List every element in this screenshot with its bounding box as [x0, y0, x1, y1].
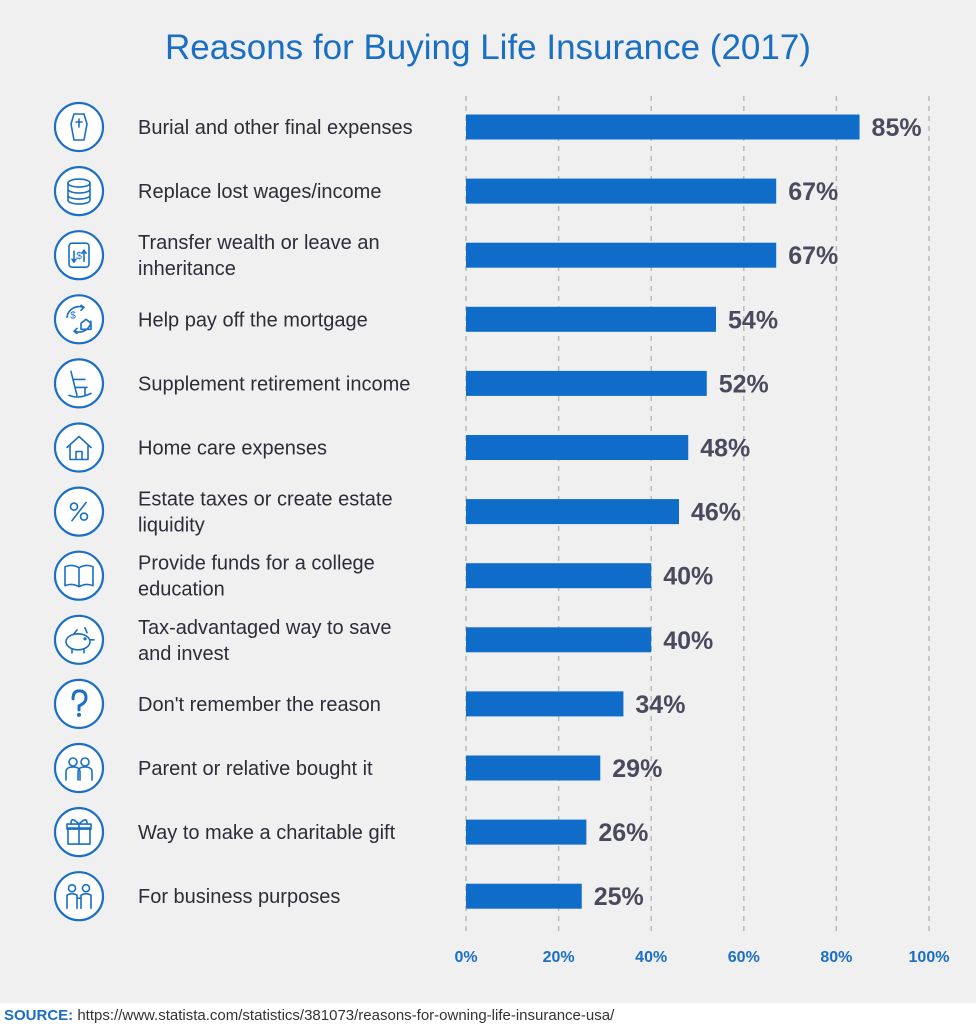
category-label: education [138, 579, 225, 601]
parents-icon [53, 742, 105, 794]
value-label: 54% [728, 306, 778, 334]
x-tick-label: 20% [543, 949, 575, 966]
value-label: 46% [691, 499, 741, 527]
svg-text:$: $ [76, 251, 82, 262]
category-label: Replace lost wages/income [138, 181, 381, 203]
value-label: 40% [663, 627, 713, 655]
bar [466, 883, 582, 909]
x-tick-label: 40% [635, 949, 667, 966]
business-people-icon [53, 871, 105, 922]
value-label: 25% [594, 883, 644, 911]
value-label: 52% [719, 370, 769, 398]
x-tick-label: 0% [454, 949, 477, 966]
source-label: SOURCE: [4, 1007, 74, 1024]
category-label: Way to make a charitable gift [138, 822, 396, 844]
bar [466, 819, 587, 845]
value-label: 26% [598, 819, 648, 847]
gift-icon [53, 806, 105, 858]
category-label: Don't remember the reason [138, 694, 381, 716]
svg-text:$: $ [70, 310, 76, 321]
bar [466, 627, 652, 653]
question-mark-icon [53, 678, 105, 730]
category-label: Provide funds for a college [138, 553, 375, 575]
piggy-bank-icon [53, 614, 105, 665]
x-tick-label: 80% [820, 949, 852, 966]
bar [466, 563, 652, 589]
mortgage-icon: $ [53, 294, 105, 345]
category-label: Transfer wealth or leave an [138, 232, 380, 254]
x-tick-label: 100% [909, 949, 950, 966]
bar [466, 435, 689, 460]
category-label: Home care expenses [138, 438, 327, 460]
money-transfer-icon: $ [53, 230, 105, 281]
percent-icon [53, 486, 105, 537]
bar [466, 114, 860, 140]
chart-title: Reasons for Buying Life Insurance (2017) [165, 28, 811, 67]
coins-icon [53, 166, 105, 217]
coffin-icon [53, 101, 105, 153]
bar-chart: 0% 20% 40% 60% 80% 100% Burial and other final… [53, 96, 950, 966]
x-tick-label: 60% [728, 949, 760, 966]
bar [466, 370, 707, 396]
value-label: 40% [663, 563, 713, 591]
category-label: Parent or relative bought it [138, 758, 373, 780]
category-label: For business purposes [138, 886, 340, 908]
house-icon [53, 422, 105, 473]
value-label: 48% [700, 435, 750, 463]
bar [466, 242, 777, 268]
category-label: inheritance [138, 258, 236, 280]
category-label: Burial and other final expenses [138, 117, 413, 139]
bar [466, 691, 624, 717]
bar [466, 499, 679, 525]
category-label: Tax-advantaged way to save [138, 617, 392, 639]
category-label: and invest [138, 643, 230, 665]
book-icon [53, 550, 105, 601]
value-label: 29% [612, 755, 662, 783]
value-label: 34% [635, 691, 685, 719]
category-label: Help pay off the mortgage [138, 309, 368, 331]
rocking-chair-icon [53, 358, 105, 409]
value-label: 85% [872, 114, 922, 142]
category-label: Supplement retirement income [138, 373, 410, 395]
bar [466, 178, 777, 204]
bar [466, 306, 717, 332]
value-label: 67% [788, 242, 838, 270]
bar [466, 755, 601, 781]
source-url[interactable]: https://www.statista.com/statistics/3810… [77, 1007, 615, 1024]
value-label: 67% [788, 178, 838, 206]
category-label: liquidity [138, 515, 205, 537]
category-label: Estate taxes or create estate [138, 489, 393, 511]
source-line: SOURCE: https://www.statista.com/statist… [4, 1007, 614, 1024]
